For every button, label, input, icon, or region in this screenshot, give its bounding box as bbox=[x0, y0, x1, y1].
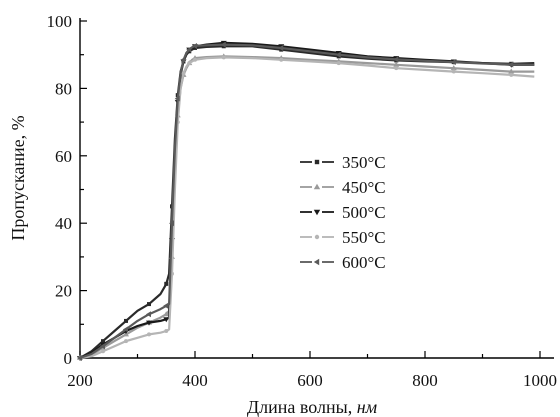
series-line bbox=[79, 55, 535, 360]
series-line bbox=[79, 43, 535, 360]
data-point bbox=[124, 318, 128, 323]
y-tick-label: 100 bbox=[47, 12, 73, 31]
legend-marker bbox=[313, 209, 321, 216]
x-axis-title: Длина волны, нм bbox=[247, 397, 378, 417]
data-point bbox=[336, 61, 341, 66]
series-line bbox=[79, 41, 535, 360]
legend-item: 350°C bbox=[300, 153, 386, 172]
legend-label: 550°C bbox=[342, 228, 386, 247]
x-axis-title-main: Длина волны, bbox=[247, 397, 357, 417]
data-point bbox=[187, 61, 192, 66]
data-point bbox=[163, 311, 170, 317]
legend-marker bbox=[314, 159, 320, 165]
y-tick-label: 40 bbox=[55, 214, 72, 233]
data-point bbox=[193, 57, 197, 62]
x-tick-label: 600 bbox=[297, 371, 323, 390]
data-point bbox=[164, 329, 169, 334]
data-point bbox=[186, 46, 192, 53]
data-point bbox=[164, 281, 169, 286]
data-point bbox=[174, 95, 180, 102]
y-tick-label: 0 bbox=[64, 349, 73, 368]
y-tick-label: 80 bbox=[55, 79, 72, 98]
data-point bbox=[101, 339, 105, 344]
legend-item: 500°C bbox=[300, 203, 386, 222]
data-point bbox=[393, 56, 399, 63]
series-450 bbox=[77, 53, 535, 360]
series-500 bbox=[77, 40, 535, 361]
y-axis-title: Пропускание, % bbox=[8, 115, 28, 240]
data-point bbox=[123, 326, 128, 333]
x-axis-title-unit: нм bbox=[357, 397, 378, 417]
data-point bbox=[451, 69, 456, 74]
series-350 bbox=[78, 44, 535, 360]
data-point bbox=[450, 59, 456, 66]
data-point bbox=[508, 61, 514, 68]
data-point bbox=[393, 61, 400, 67]
data-point bbox=[146, 320, 152, 326]
data-point bbox=[220, 41, 226, 48]
y-tick-label: 20 bbox=[55, 282, 72, 301]
data-point bbox=[394, 66, 399, 71]
axes: 0 20 40 60 80 100 200 400 600 800 1000 bbox=[47, 12, 558, 390]
series-line bbox=[79, 56, 535, 360]
legend: 350°C 450°C 500°C 550°C 600°C bbox=[300, 153, 386, 272]
data-point bbox=[163, 317, 170, 323]
data-point bbox=[180, 56, 186, 63]
legend-label: 450°C bbox=[342, 178, 386, 197]
data-point bbox=[221, 55, 226, 60]
data-point bbox=[163, 302, 169, 309]
data-point bbox=[450, 65, 457, 71]
legend-marker bbox=[313, 258, 320, 266]
data-point bbox=[278, 44, 284, 51]
x-tick-label: 200 bbox=[67, 371, 93, 390]
legend-item: 450°C bbox=[300, 178, 386, 197]
y-tick-label: 60 bbox=[55, 147, 72, 166]
data-point bbox=[181, 71, 186, 76]
data-point bbox=[169, 220, 174, 227]
data-point bbox=[279, 57, 284, 62]
data-point bbox=[101, 349, 105, 354]
series-layer bbox=[77, 40, 535, 361]
data-point bbox=[508, 68, 515, 74]
legend-label: 600°C bbox=[342, 253, 386, 272]
data-point bbox=[147, 302, 151, 307]
legend-label: 500°C bbox=[342, 203, 386, 222]
x-tick-label: 1000 bbox=[523, 371, 557, 390]
data-point bbox=[100, 343, 105, 350]
legend-marker bbox=[314, 234, 320, 240]
data-point bbox=[146, 311, 151, 318]
data-point bbox=[335, 51, 341, 58]
x-tick-label: 800 bbox=[412, 371, 438, 390]
legend-marker bbox=[313, 183, 321, 190]
legend-item: 600°C bbox=[300, 253, 386, 272]
data-point bbox=[509, 72, 514, 77]
x-tick-label: 400 bbox=[182, 371, 208, 390]
series-600 bbox=[77, 41, 535, 361]
data-point bbox=[192, 42, 197, 49]
data-point bbox=[124, 339, 128, 344]
legend-item: 550°C bbox=[300, 228, 386, 247]
data-point bbox=[147, 332, 151, 337]
legend-label: 350°C bbox=[342, 153, 386, 172]
series-line bbox=[79, 45, 535, 359]
data-point bbox=[77, 355, 82, 361]
